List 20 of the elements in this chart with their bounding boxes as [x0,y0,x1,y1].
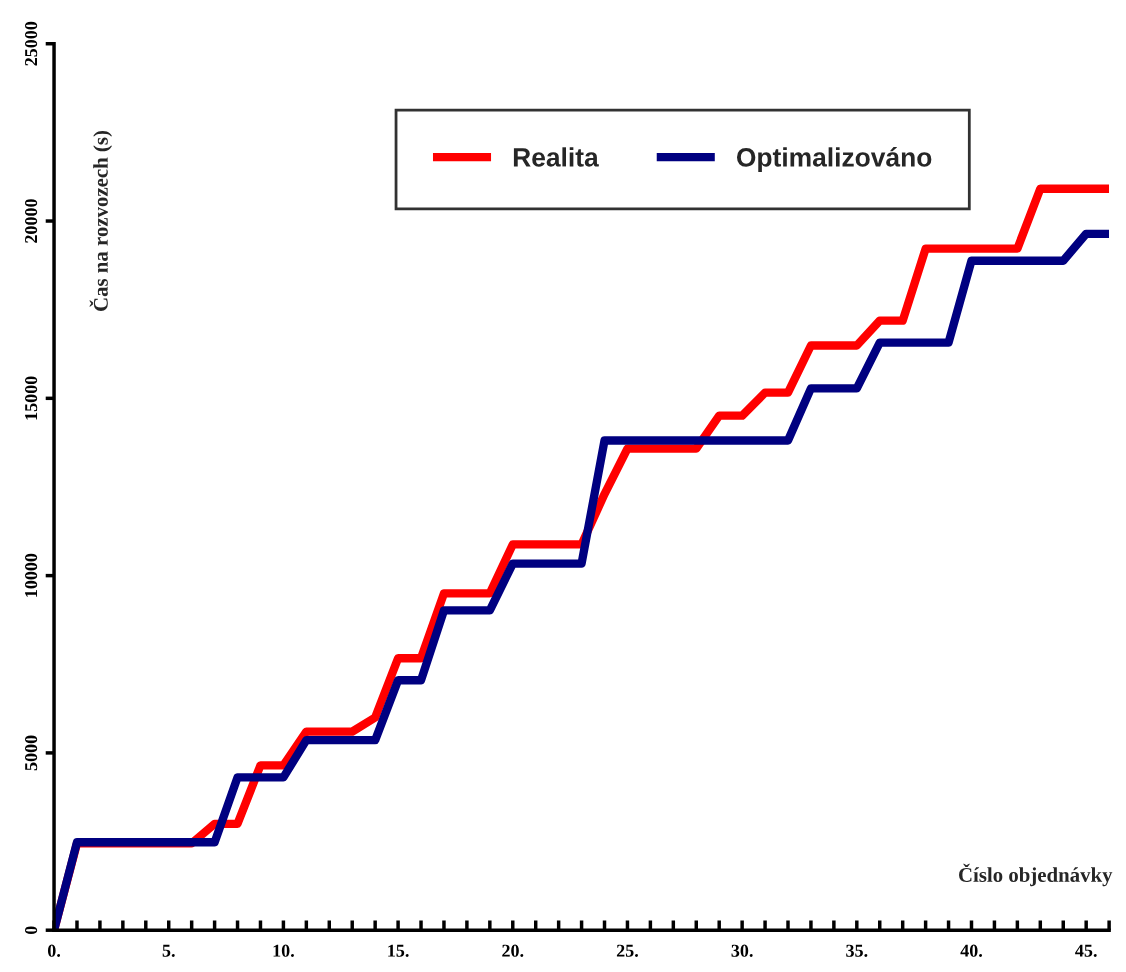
y-tick-label: 15000 [25,376,38,420]
y-axis-title: Čas na rozvozech (s) [89,131,113,311]
x-tick-label: 15. [388,944,409,957]
legend-label: Optimalizováno [736,147,932,172]
x-tick-label: 10. [273,944,294,957]
x-tick-label: 25. [616,944,638,957]
x-tick-label: 20. [502,944,524,957]
x-tick-label: 5. [162,944,175,957]
x-tick-label: 30. [731,944,753,957]
x-tick-label: 0. [47,944,61,957]
x-tick-label: 35. [846,944,868,957]
y-tick-label: 20000 [25,199,38,243]
y-tick-label: 0 [25,926,38,935]
y-tick-label: 5000 [25,735,38,771]
legend-label: Realita [513,147,599,167]
y-tick-label: 10000 [25,553,38,597]
x-tick-label: 45. [1075,944,1097,957]
x-axis-title: Číslo objednávky [959,863,1113,887]
x-tick-label: 40. [960,944,982,957]
y-tick-label: 25000 [25,21,38,66]
